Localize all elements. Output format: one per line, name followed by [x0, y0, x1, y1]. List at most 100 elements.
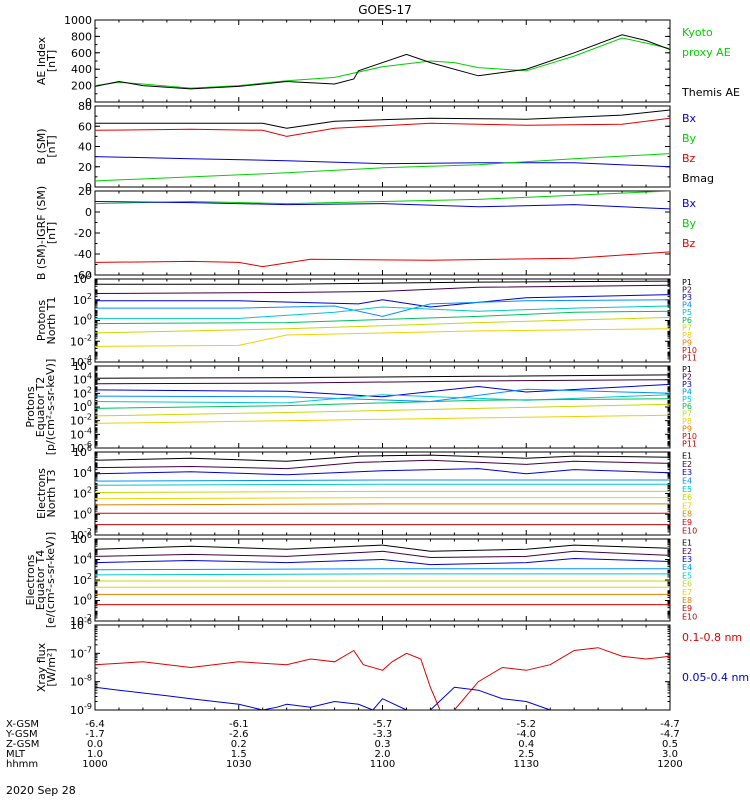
legend-label: E4 [682, 477, 692, 486]
ephemeris-value: 0.0 [87, 739, 103, 750]
y-tick-label: 0 [85, 181, 92, 194]
legend-label: Bz [682, 152, 696, 165]
series-line-pnt1-5 [95, 310, 670, 325]
y-tick-exponent: 2 [87, 385, 92, 394]
legend-label: E2 [682, 547, 692, 556]
series-line-pet2-0 [95, 374, 670, 379]
ephemeris-value: 1130 [514, 759, 539, 770]
y-tick-label: 20 [78, 161, 92, 174]
ephemeris-value: 2.5 [518, 749, 534, 760]
ephemeris-row-label: hhmm [6, 759, 38, 770]
panel-xray: 10-9 10-8 10-7 10-6 Xray flux[W/m²] 0.1-0.8 n… [35, 617, 749, 717]
y-tick-label: 104 [73, 552, 92, 567]
y-tick-label: 600 [71, 47, 92, 60]
legend-label: P4 [682, 387, 692, 396]
ephemeris-value: 0.4 [518, 739, 534, 750]
date-label: 2020 Sep 28 [6, 784, 76, 797]
legend-label: P9 [682, 338, 692, 347]
y-tick-exponent: 0 [87, 593, 92, 602]
y-tick-exponent: -2 [84, 527, 92, 536]
series-line-eet4-1 [95, 550, 670, 559]
ephemeris-value: 0.2 [231, 739, 247, 750]
series-line-ae-1 [95, 34, 670, 90]
legend-label: E2 [682, 460, 692, 469]
y-axis-label: Protons [35, 300, 48, 341]
ephemeris-value: -5.7 [373, 719, 393, 730]
series-line-bsm-0 [95, 109, 670, 129]
series-line-ent3-5 [95, 490, 670, 493]
panel-ae: 0 200 400 600 800 1000 AE Index[nT] Kyoto proxy … [35, 14, 740, 109]
legend-label: Bx [682, 197, 697, 210]
ephemeris-value: 1030 [226, 759, 251, 770]
series-line-ent3-1 [95, 459, 670, 470]
y-tick-label: -40 [74, 248, 92, 261]
y-axis-label: [nT] [45, 135, 58, 157]
y-tick-label: 10-2 [70, 333, 92, 348]
y-tick-label: 10-6 [70, 617, 92, 632]
legend-label: P10 [682, 432, 697, 441]
legend-label: E9 [682, 518, 692, 527]
legend-label: P7 [682, 410, 692, 419]
series-line-ent3-4 [95, 483, 670, 486]
ephemeris-value: -4.7 [660, 719, 680, 730]
y-axis-label: [e/(cm²-s-sr-keV)] [44, 532, 57, 628]
y-axis-label: [nT] [45, 50, 58, 72]
series-line-xray-1 [95, 686, 551, 710]
legend-label: E6 [682, 493, 692, 502]
legend-label: E8 [682, 510, 692, 519]
y-axis-label: North T1 [45, 297, 58, 345]
ephemeris-value: 0.5 [662, 739, 678, 750]
y-tick-label: 20 [78, 185, 92, 198]
panel-frame [94, 451, 671, 536]
series-line-bigrf-0 [95, 191, 670, 205]
panel-frame [94, 19, 671, 103]
legend-label: Bmag [682, 172, 714, 185]
panel-frame [94, 105, 671, 188]
series-line-ent3-3 [95, 479, 670, 482]
y-tick-label: 102 [73, 572, 92, 587]
y-tick-label: 80 [78, 100, 92, 113]
y-tick-label: 1000 [64, 14, 92, 27]
legend-label: P2 [682, 286, 692, 295]
ephemeris-row-label: Z-GSM [6, 739, 39, 750]
series-line-pnt1-2 [95, 294, 670, 308]
y-tick-label: 800 [71, 30, 92, 43]
y-axis-label: Equator T4 [34, 550, 47, 610]
y-tick-exponent: -7 [84, 645, 92, 654]
y-tick-exponent: -4 [84, 426, 92, 435]
series-line-pnt1-4 [95, 305, 670, 319]
y-tick-label: 10-7 [70, 645, 92, 660]
series-line-ent3-2 [95, 468, 670, 476]
legend-label: E3 [682, 555, 692, 564]
y-tick-exponent: 6 [87, 444, 92, 453]
y-tick-label: 200 [71, 80, 92, 93]
series-line-ent3-0 [95, 454, 670, 462]
legend-label: P8 [682, 331, 692, 340]
y-tick-label: 0 [85, 206, 92, 219]
series-line-eet4-2 [95, 557, 670, 566]
y-tick-exponent: -6 [84, 617, 92, 626]
y-tick-label: 0 [85, 96, 92, 109]
y-tick-label: -20 [74, 227, 92, 240]
legend-label: E5 [682, 485, 692, 494]
y-tick-exponent: 4 [87, 552, 92, 561]
ephemeris-value: 1000 [82, 759, 107, 770]
y-tick-label: 106 [73, 444, 92, 459]
y-tick-exponent: 6 [87, 358, 92, 367]
series-line-ent3-6 [95, 497, 670, 500]
y-tick-exponent: -2 [84, 413, 92, 422]
y-axis-label: North T3 [45, 470, 58, 518]
y-tick-exponent: -2 [84, 333, 92, 342]
legend-label: P4 [682, 301, 692, 310]
y-tick-exponent: 2 [87, 292, 92, 301]
legend-label: P5 [682, 395, 692, 404]
series-line-ae-0 [95, 37, 670, 89]
ephemeris-value: -6.1 [229, 719, 249, 730]
ephemeris-value: -5.2 [516, 719, 536, 730]
ephemeris-value: -2.6 [229, 729, 249, 740]
legend-label: 0.05-0.4 nm [682, 671, 749, 684]
